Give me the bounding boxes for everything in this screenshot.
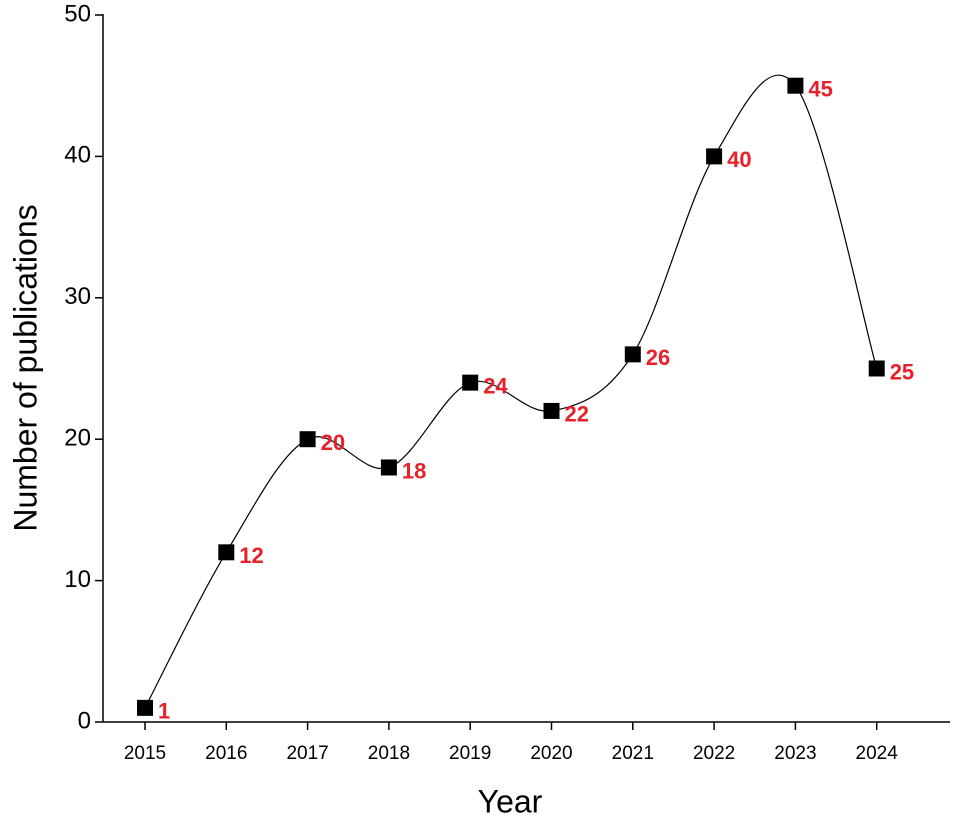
marker	[787, 77, 804, 94]
y-axis-title: Number of publications	[7, 204, 43, 531]
marker	[299, 431, 316, 448]
y-tick-label: 40	[64, 142, 91, 169]
data-label: 24	[483, 373, 508, 398]
marker	[380, 459, 397, 476]
marker	[624, 346, 641, 363]
x-tick-label: 2020	[530, 743, 572, 764]
x-tick-label: 2018	[368, 743, 410, 764]
line	[144, 74, 878, 709]
data-label: 25	[890, 359, 914, 384]
y-tick-label: 0	[78, 707, 91, 734]
data-label: 45	[808, 77, 832, 102]
y-tick-label: 20	[64, 425, 91, 452]
data-label: 40	[727, 147, 751, 172]
x-tick-label: 2023	[774, 743, 816, 764]
y-tick-label: 10	[64, 566, 91, 593]
x-tick-label: 2017	[286, 743, 328, 764]
x-tick-label: 2024	[856, 743, 899, 764]
marker	[462, 374, 479, 391]
y-tick-label: 50	[64, 0, 91, 27]
data-label: 12	[239, 543, 263, 568]
y-tick-label: 30	[64, 283, 91, 310]
data-label: 18	[402, 458, 426, 483]
x-tick-label: 2016	[205, 743, 247, 764]
marker	[137, 699, 153, 716]
marker	[543, 402, 560, 419]
data-label: 1	[158, 699, 170, 724]
x-axis-title: Year	[478, 783, 543, 819]
x-tick-label: 2019	[449, 743, 491, 764]
data-label: 26	[646, 345, 670, 370]
data-label: 20	[321, 430, 345, 455]
marker	[706, 148, 723, 165]
marker	[218, 544, 235, 561]
x-tick-label: 2022	[693, 743, 735, 764]
data-label: 22	[565, 402, 589, 427]
x-tick-label: 2015	[124, 743, 166, 764]
x-tick-label: 2021	[612, 743, 654, 764]
marker	[868, 360, 885, 377]
